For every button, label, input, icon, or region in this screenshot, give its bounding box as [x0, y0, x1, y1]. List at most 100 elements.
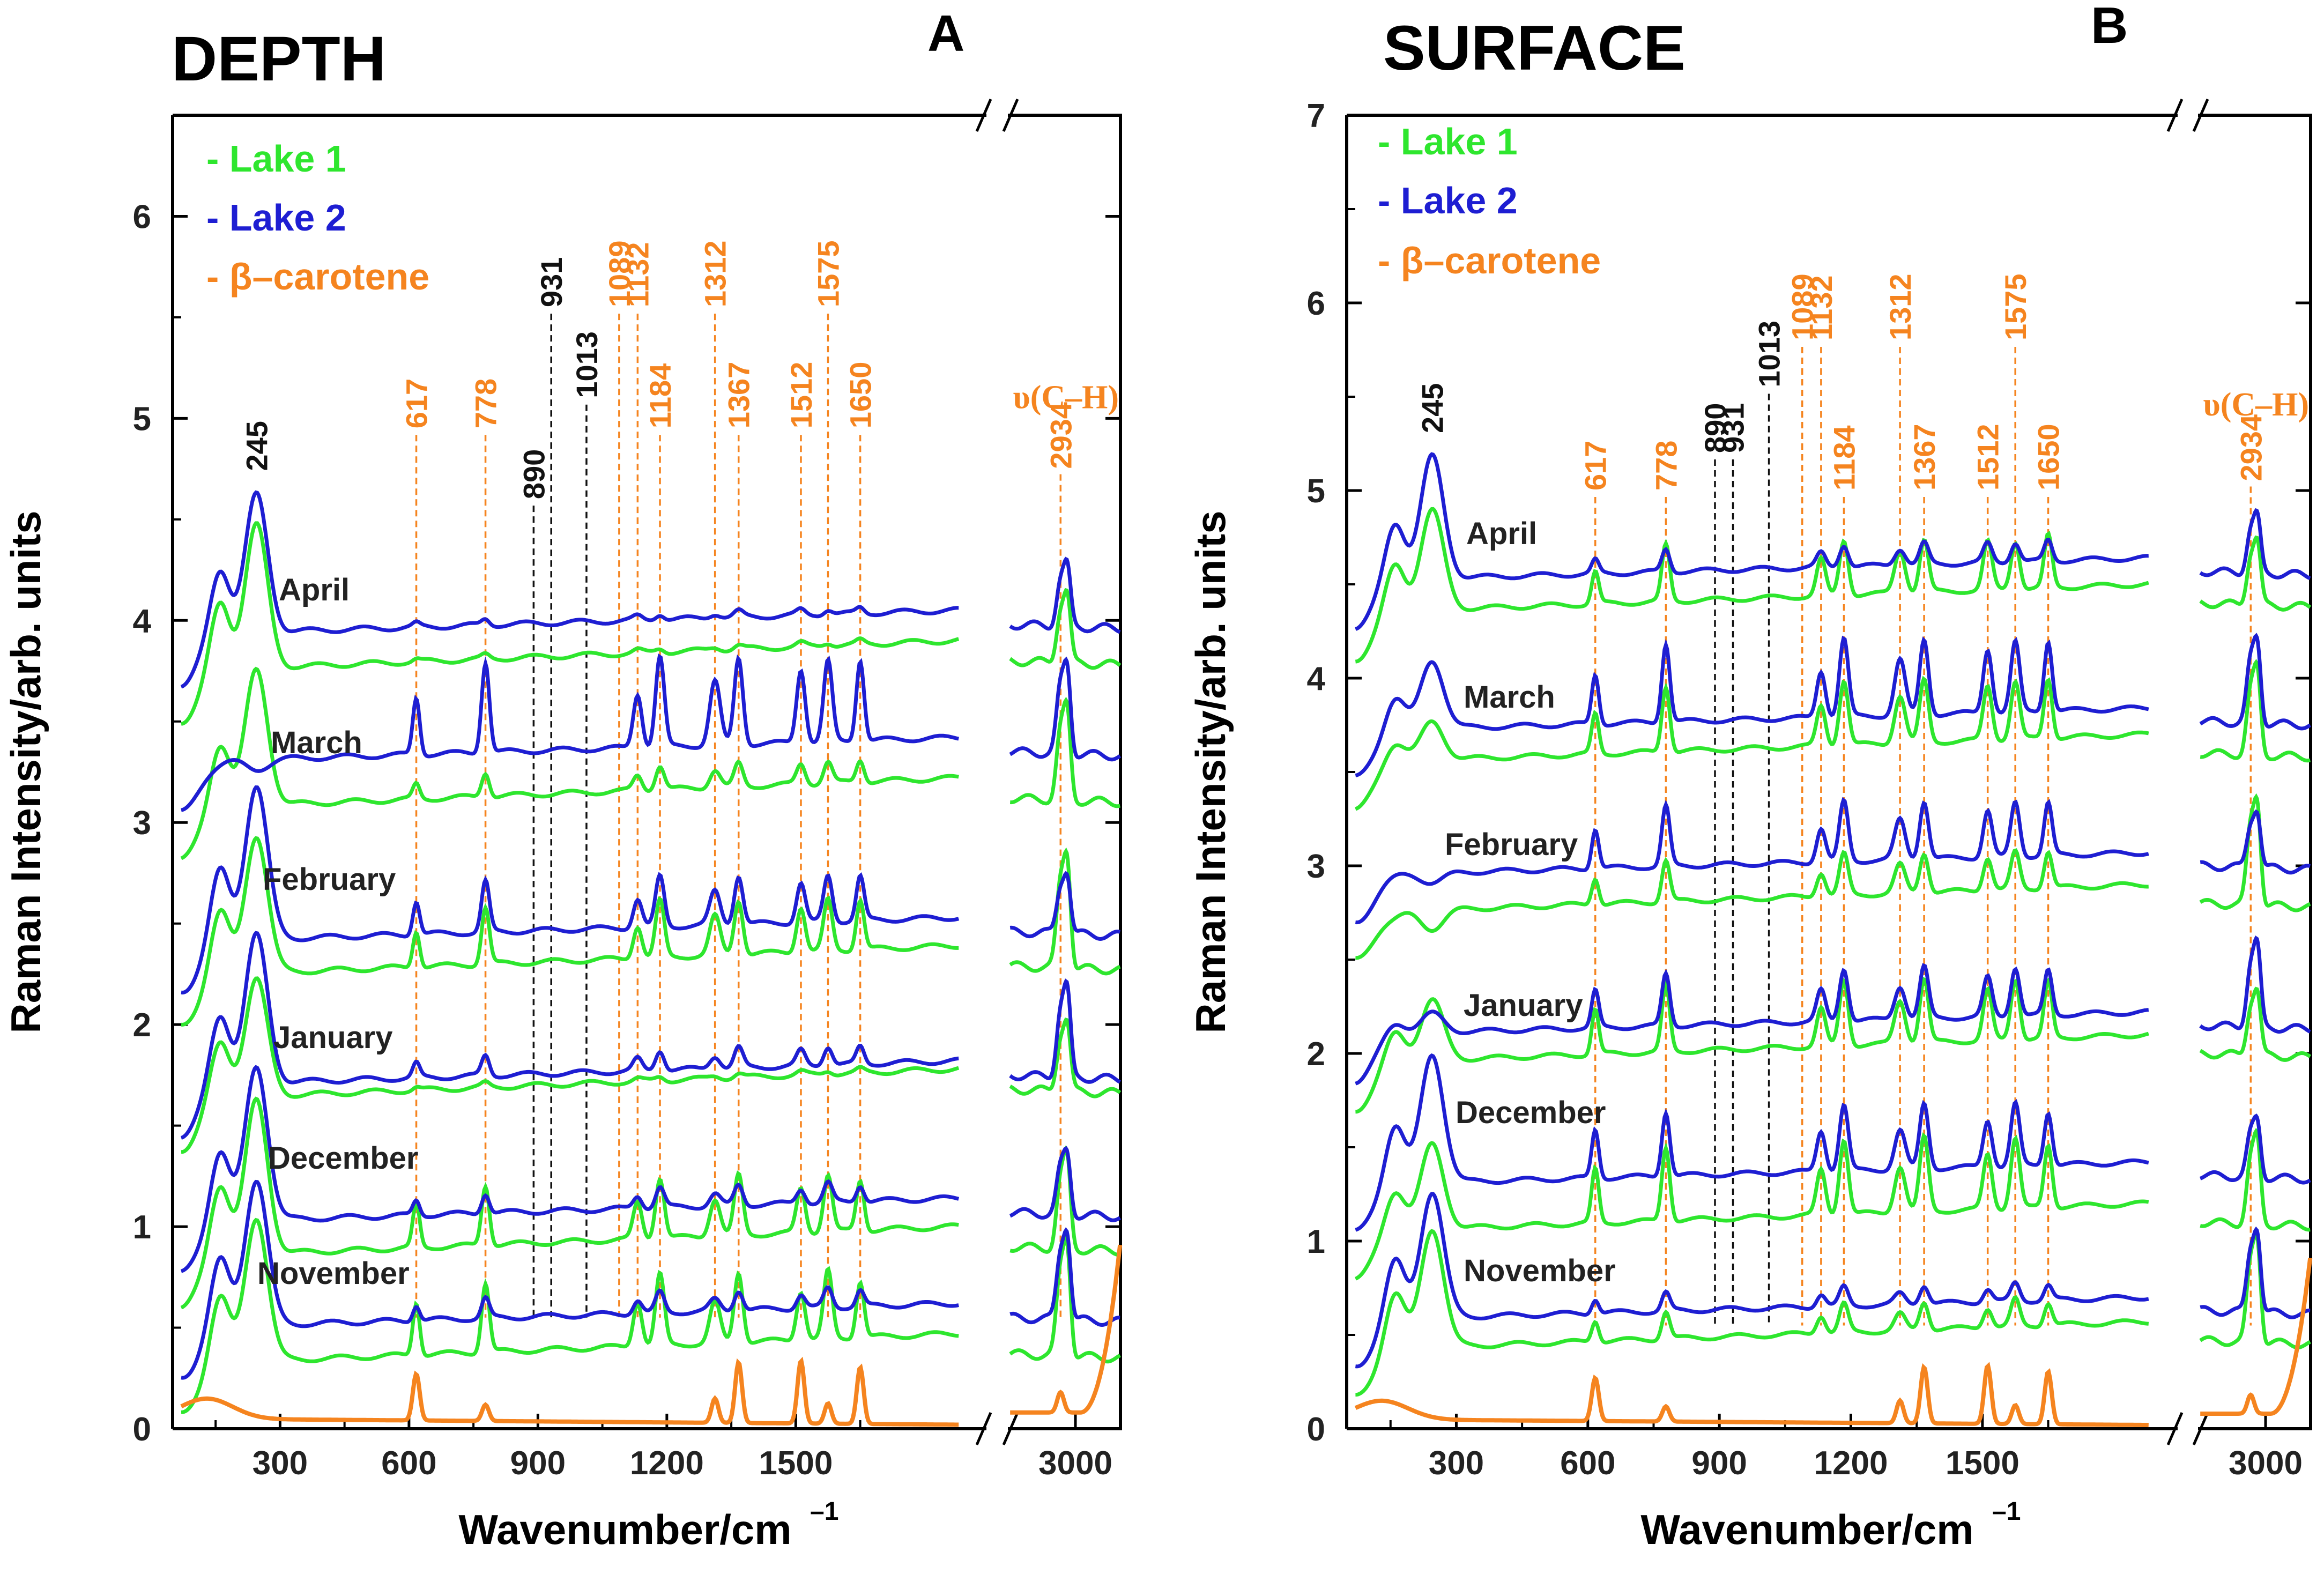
spectrum-lake1-february [181, 836, 959, 1027]
peak-label-1013: 1013 [570, 331, 604, 398]
peak-label-1312: 1312 [1883, 273, 1917, 340]
legend-entry-lake2: - Lake 2 [206, 197, 346, 239]
spectrum-lake1-ch-february [2199, 793, 2311, 912]
spectrum-lake2-january [181, 931, 959, 1140]
spectrum-lake1-january [1355, 976, 2149, 1114]
y-tick-label: 4 [1307, 660, 1326, 697]
y-axis-label: Raman Intensity/arb. units [2, 510, 49, 1033]
spectrum-beta-carotene-ch [2200, 1258, 2313, 1416]
x-tick-label: 1200 [1814, 1445, 1888, 1482]
axis-break-mark [975, 1412, 992, 1445]
ch-stretch-label: υ(C–H) [1013, 380, 1119, 416]
legend-entry-lake1: - Lake 1 [206, 138, 346, 180]
spectrum-lake1-december [1355, 1132, 2149, 1281]
spectrum-lake2-december [181, 1065, 960, 1273]
spectrum-beta-carotene [180, 1356, 959, 1427]
month-label-january: January [1464, 988, 1583, 1023]
peak-label-1312: 1312 [699, 240, 732, 307]
spectrum-lake2-ch-march [2199, 633, 2311, 731]
spectrum-lake1-march [180, 666, 959, 860]
y-tick-label: 3 [1307, 848, 1325, 885]
spectrum-lake1-ch-april [1009, 588, 1122, 670]
x-tick-label: 1500 [1946, 1445, 2019, 1482]
spectrum-lake2-ch-january [2199, 935, 2311, 1034]
x-tick-label: 3000 [1038, 1445, 1112, 1482]
spectrum-lake1-march [1355, 675, 2149, 811]
peak-label-1367: 1367 [1907, 424, 1941, 491]
y-tick-label: 2 [1307, 1036, 1325, 1073]
axis-break-mark [1002, 1412, 1019, 1445]
panel-title: DEPTH [172, 24, 386, 94]
peak-label-931: 931 [1717, 403, 1750, 453]
spectrum-lake2-february [1355, 797, 2149, 925]
spectrum-lake1-december [180, 1096, 959, 1310]
spectrum-lake2-november [1355, 1192, 2149, 1369]
panel-title: SURFACE [1383, 13, 1686, 84]
month-label-november: November [257, 1256, 410, 1291]
spectrum-lake2-april [180, 490, 959, 689]
y-tick-label: 6 [133, 198, 151, 235]
spectrum-lake2-ch-january [1009, 978, 1121, 1084]
peak-label-931: 931 [534, 257, 568, 307]
spectrum-lake1-ch-march [1009, 696, 1121, 808]
ch-stretch-label: υ(C–H) [2203, 387, 2309, 423]
x-tick-label: 900 [1691, 1445, 1747, 1482]
spectrum-lake2-ch-november [2200, 1226, 2311, 1319]
month-label-march: March [1464, 680, 1555, 715]
spectrum-lake2-ch-february [2200, 809, 2311, 875]
peak-label-1512: 1512 [1971, 424, 2005, 491]
panel-letter: A [927, 5, 964, 62]
peak-label-617: 617 [400, 378, 434, 428]
peak-label-1013: 1013 [1753, 321, 1786, 388]
y-tick-label: 2 [133, 1007, 151, 1044]
x-axis-label: Wavenumber/cm [458, 1506, 791, 1553]
x-axis-label: Wavenumber/cm [1640, 1506, 1973, 1553]
axis-break-mark [2166, 99, 2184, 132]
spectrum-lake1-november [1355, 1229, 2149, 1397]
month-label-december: December [1456, 1095, 1606, 1130]
y-axis-label: Raman Intensity/arb. units [1187, 510, 1234, 1033]
month-label-february: February [1445, 827, 1578, 862]
spectrum-lake2-april [1355, 452, 2149, 631]
legend-entry-beta: - β–carotene [206, 256, 429, 298]
axis-break-mark [2192, 99, 2209, 132]
x-tick-label: 900 [510, 1445, 566, 1482]
axis-break-mark [975, 99, 992, 132]
spectrum-lake2-march [181, 653, 959, 812]
y-tick-label: 0 [133, 1411, 151, 1448]
y-tick-label: 7 [1307, 98, 1325, 135]
month-label-december: December [268, 1141, 418, 1176]
x-axis-label-superscript: –1 [1992, 1497, 2021, 1526]
peak-label-1367: 1367 [722, 362, 756, 429]
peak-label-245: 245 [1415, 383, 1449, 433]
spectrum-lake1-april [181, 521, 960, 726]
peak-label-1512: 1512 [784, 362, 818, 429]
spectrum-lake1-ch-november [1009, 1234, 1121, 1364]
y-tick-label: 0 [1307, 1411, 1325, 1448]
month-label-february: February [263, 862, 396, 897]
spectrum-beta-carotene [1354, 1362, 2149, 1428]
spectrum-lake2-ch-march [1009, 656, 1122, 762]
month-label-march: March [271, 725, 362, 760]
y-tick-label: 6 [1307, 285, 1325, 322]
y-tick-label: 1 [133, 1209, 151, 1246]
plot-frame [1347, 114, 2312, 1430]
x-tick-label: 300 [1429, 1445, 1484, 1482]
legend-entry-beta: - β–carotene [1378, 240, 1601, 281]
peak-label-1184: 1184 [643, 363, 677, 429]
spectrum-lake2-ch-november [1009, 1227, 1120, 1327]
spectrum-lake2-november [181, 1179, 959, 1380]
spectrum-lake2-ch-february [1009, 871, 1121, 941]
peak-label-617: 617 [1579, 441, 1613, 491]
spectrum-lake2-ch-april [1009, 556, 1121, 634]
month-label-april: April [279, 573, 350, 607]
spectrum-lake2-ch-december [2200, 1113, 2311, 1185]
spectrum-lake2-january [1355, 963, 2149, 1086]
x-tick-label: 3000 [2229, 1445, 2303, 1482]
spectrum-lake1-ch-december [2200, 1127, 2311, 1232]
peak-label-1132: 1132 [1805, 276, 1838, 341]
spectrum-beta-carotene-ch [1010, 1244, 1123, 1415]
peak-label-890: 890 [1698, 403, 1732, 453]
peak-label-1089: 1089 [603, 240, 636, 307]
peak-label-1089: 1089 [1786, 273, 1820, 340]
